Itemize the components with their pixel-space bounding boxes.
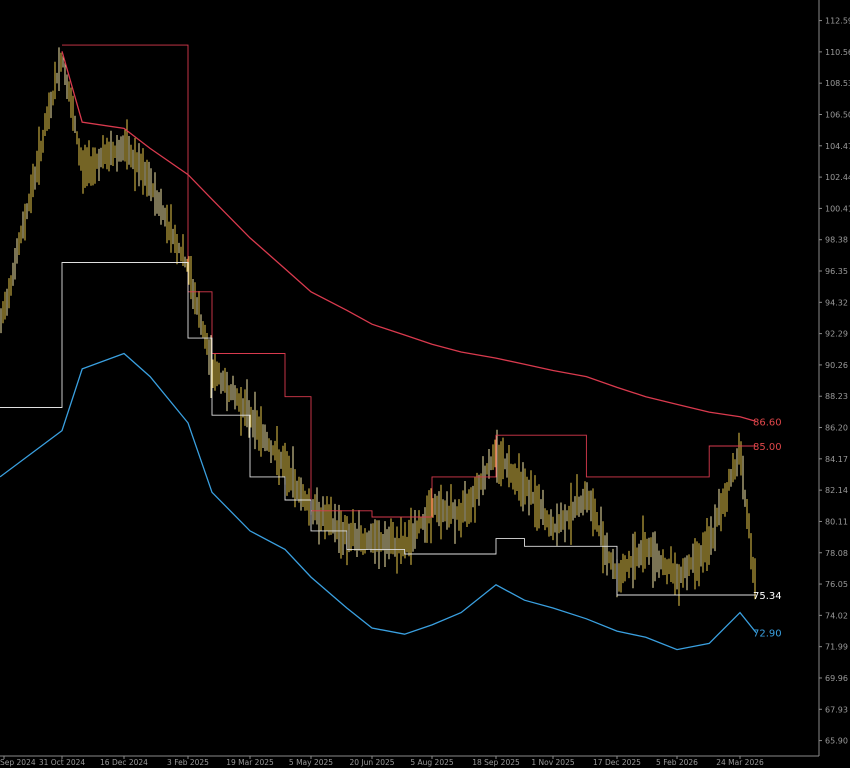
x-tick-label: Sep 2024	[0, 758, 36, 767]
x-tick-label: 17 Dec 2025	[593, 758, 641, 767]
x-tick-label: 3 Feb 2025	[167, 758, 209, 767]
y-tick-label: 74.02	[825, 611, 848, 620]
end-label-1: 85.00	[753, 442, 782, 453]
x-tick-label: 18 Sep 2025	[472, 758, 520, 767]
y-tick-label: 98.38	[825, 236, 848, 245]
y-tick-label: 106.50	[825, 111, 850, 120]
candle-bars	[0, 47, 756, 606]
y-tick-label: 76.05	[825, 580, 848, 589]
y-tick-label: 69.96	[825, 674, 848, 683]
end-label-2: 75.34	[753, 591, 782, 602]
x-tick-label: 5 Feb 2026	[656, 758, 698, 767]
series-lines	[0, 44, 757, 651]
x-axis: Sep 2024 31 Oct 2024 16 Dec 2024 3 Feb 2025…	[0, 756, 764, 767]
y-tick-label: 84.17	[825, 455, 848, 464]
series-line-1	[61, 51, 757, 423]
end-label-3: 72.90	[753, 629, 782, 640]
y-tick-label: 100.41	[825, 204, 850, 213]
y-tick-label: 78.08	[825, 549, 848, 558]
x-tick-label: 5 Aug 2025	[410, 758, 453, 767]
y-tick-label: 110.56	[825, 48, 850, 57]
y-tick-label: 67.93	[825, 705, 848, 714]
y-tick-label: 92.29	[825, 330, 848, 339]
series-end-labels: 86.60 85.00 75.34 72.90	[753, 417, 782, 639]
y-tick-label: 112.59	[825, 17, 850, 26]
x-tick-label: 24 Mar 2026	[716, 758, 764, 767]
y-tick-label: 102.44	[825, 173, 850, 182]
x-tick-label: 1 Nov 2025	[531, 758, 574, 767]
y-tick-label: 88.23	[825, 392, 848, 401]
y-axis: 112.59 110.56 108.53 106.50 104.47 102.44 100.…	[819, 17, 850, 746]
x-tick-label: 5 May 2025	[289, 758, 333, 767]
end-label-0: 86.60	[753, 417, 782, 428]
series-line-4	[0, 262, 757, 596]
y-tick-label: 86.20	[825, 424, 848, 433]
series-line-2	[0, 352, 757, 651]
x-tick-label: 16 Dec 2024	[100, 758, 148, 767]
y-tick-label: 65.90	[825, 737, 848, 746]
y-tick-label: 71.99	[825, 643, 848, 652]
y-tick-label: 104.47	[825, 142, 850, 151]
x-tick-label: 19 Mar 2025	[226, 758, 274, 767]
x-tick-label: 31 Oct 2024	[39, 758, 86, 767]
x-tick-label: 20 Jun 2025	[349, 758, 394, 767]
y-tick-label: 108.53	[825, 79, 850, 88]
y-tick-label: 90.26	[825, 361, 848, 370]
series-line-3	[62, 44, 757, 518]
y-tick-label: 96.35	[825, 267, 848, 276]
y-tick-label: 94.32	[825, 298, 848, 307]
y-tick-label: 82.14	[825, 486, 848, 495]
y-tick-label: 80.11	[825, 517, 848, 526]
